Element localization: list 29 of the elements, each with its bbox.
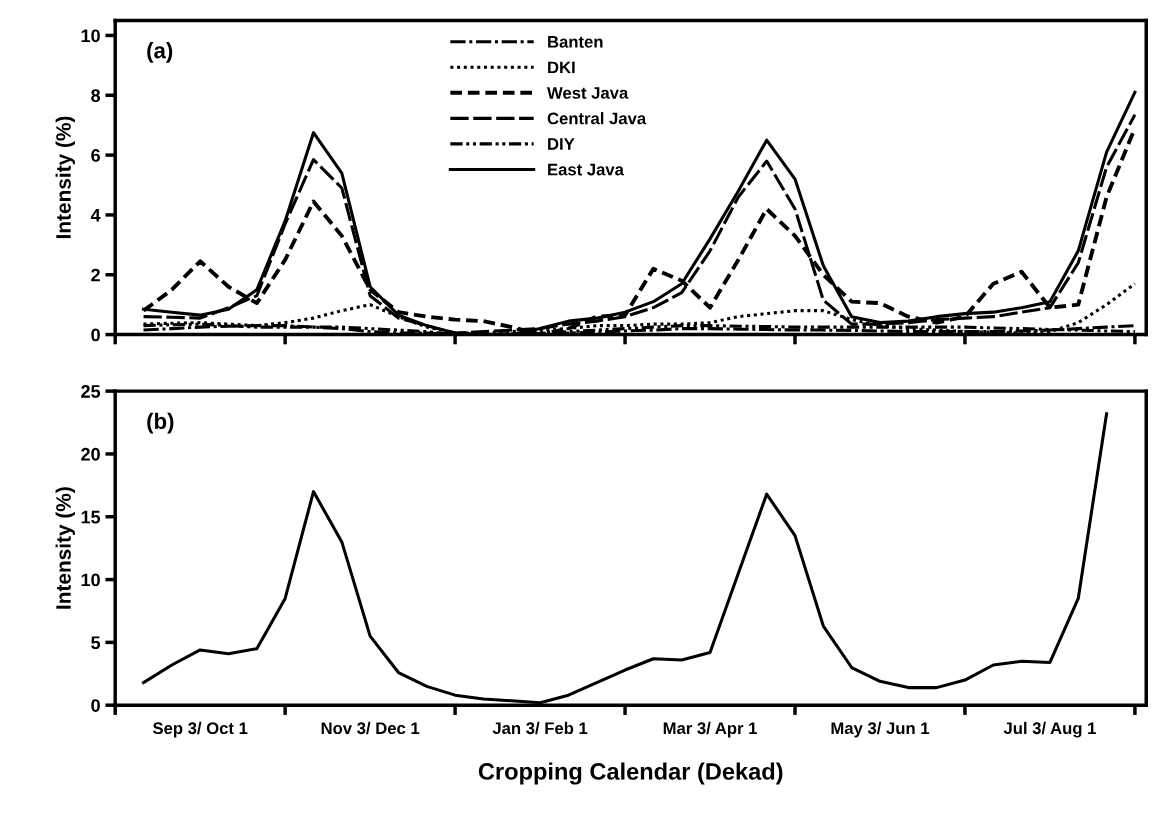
x-tick-label: May 3/ Jun 1 bbox=[831, 721, 930, 738]
y-tick-label: 10 bbox=[81, 573, 100, 587]
x-tick-label: Nov 3/ Dec 1 bbox=[321, 721, 420, 735]
legend-label: Banten bbox=[548, 36, 603, 48]
legend-label: DIY bbox=[548, 138, 575, 150]
legend-label: West Java bbox=[547, 87, 629, 99]
legend-label: DKI bbox=[548, 61, 575, 74]
y-tick-label: 15 bbox=[81, 510, 101, 524]
y-tick-label: 2 bbox=[91, 268, 100, 282]
x-tick-label: Mar 3/ Apr 1 bbox=[663, 721, 757, 738]
y-tick-label: 4 bbox=[90, 209, 101, 222]
x-tick-label: Jan 3/ Feb 1 bbox=[492, 721, 588, 735]
y-tick-label: 10 bbox=[81, 29, 100, 43]
y-tick-label: 0 bbox=[91, 328, 100, 342]
y-tick-label: 0 bbox=[91, 699, 100, 712]
x-axis-title: Cropping Calendar (Dekad) bbox=[478, 762, 783, 785]
y-tick-label: 25 bbox=[81, 385, 101, 398]
y-tick-label: 8 bbox=[91, 89, 101, 102]
x-tick-label: Jul 3/ Aug 1 bbox=[1003, 721, 1096, 738]
y-tick-label: 20 bbox=[81, 447, 100, 461]
annotation: (b) bbox=[147, 412, 174, 434]
y-tick-label: 5 bbox=[91, 636, 101, 650]
y-axis-title: Intensity (%) bbox=[55, 116, 75, 239]
y-axis-title: Intensity (%) bbox=[55, 487, 75, 609]
legend-label: East Java bbox=[548, 163, 625, 176]
y-tick-label: 6 bbox=[91, 149, 100, 162]
x-tick-label: Sep 3/ Oct 1 bbox=[152, 721, 248, 738]
legend-label: Central Java bbox=[547, 112, 647, 125]
annotation: (a) bbox=[147, 42, 173, 63]
